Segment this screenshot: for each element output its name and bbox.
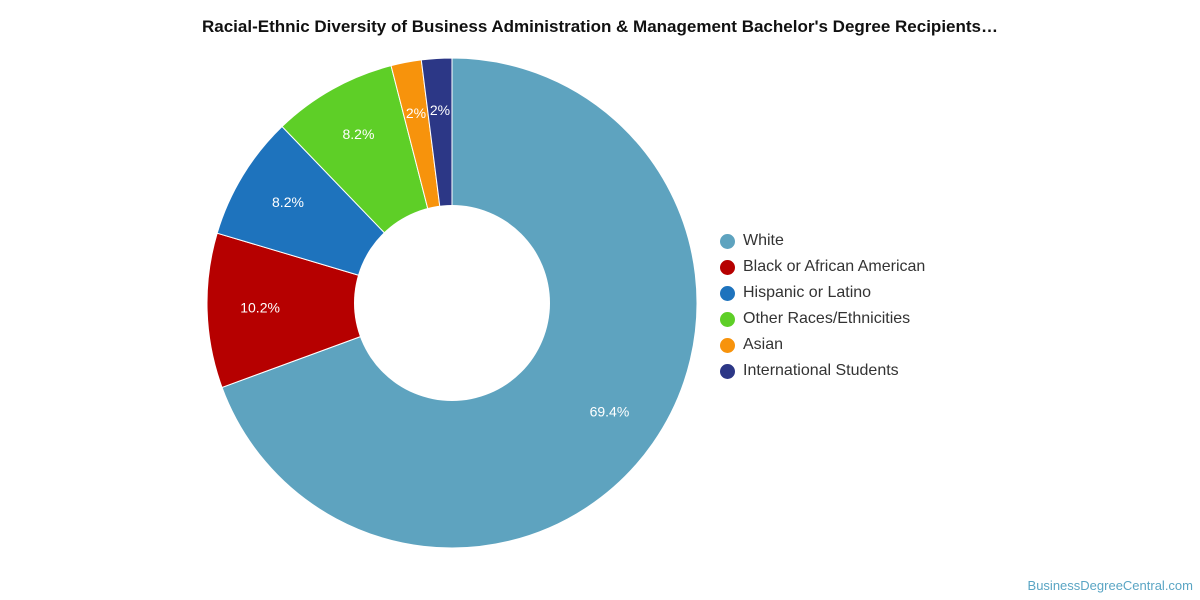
slice-value-label: 2%: [406, 105, 426, 121]
legend-swatch-icon: [720, 285, 735, 301]
slice-value-label: 2%: [430, 102, 450, 118]
slice-value-label: 8.2%: [342, 126, 374, 142]
legend-swatch-icon: [720, 337, 735, 353]
chart-title: Racial-Ethnic Diversity of Business Admi…: [201, 17, 998, 36]
legend-item[interactable]: Black or African American: [720, 254, 925, 280]
legend-swatch-icon: [720, 363, 735, 379]
pie-slice[interactable]: [206, 232, 454, 389]
legend-label: White: [743, 232, 784, 249]
legend-item[interactable]: Other Races/Ethnicities: [720, 306, 925, 332]
legend-swatch-icon: [720, 311, 735, 327]
legend-label: Black or African American: [743, 258, 926, 275]
slice-value-label: 10.2%: [240, 300, 280, 316]
legend-swatch-icon: [720, 259, 735, 275]
legend-item[interactable]: Asian: [720, 332, 925, 358]
legend-label: Hispanic or Latino: [743, 284, 872, 301]
source-link[interactable]: BusinessDegreeCentral.com: [1027, 578, 1193, 593]
slice-value-label: 8.2%: [272, 194, 304, 210]
donut-hole: [354, 205, 550, 401]
chart-legend: White Black or African American Hispanic o…: [720, 228, 925, 384]
legend-item[interactable]: White: [720, 228, 925, 254]
legend-item[interactable]: International Students: [720, 358, 925, 384]
legend-swatch-icon: [720, 233, 735, 249]
legend-label: International Students: [743, 362, 899, 379]
legend-label: Asian: [743, 336, 784, 353]
legend-item[interactable]: Hispanic or Latino: [720, 280, 925, 306]
legend-label: Other Races/Ethnicities: [743, 310, 911, 327]
slice-value-label: 69.4%: [590, 404, 630, 420]
